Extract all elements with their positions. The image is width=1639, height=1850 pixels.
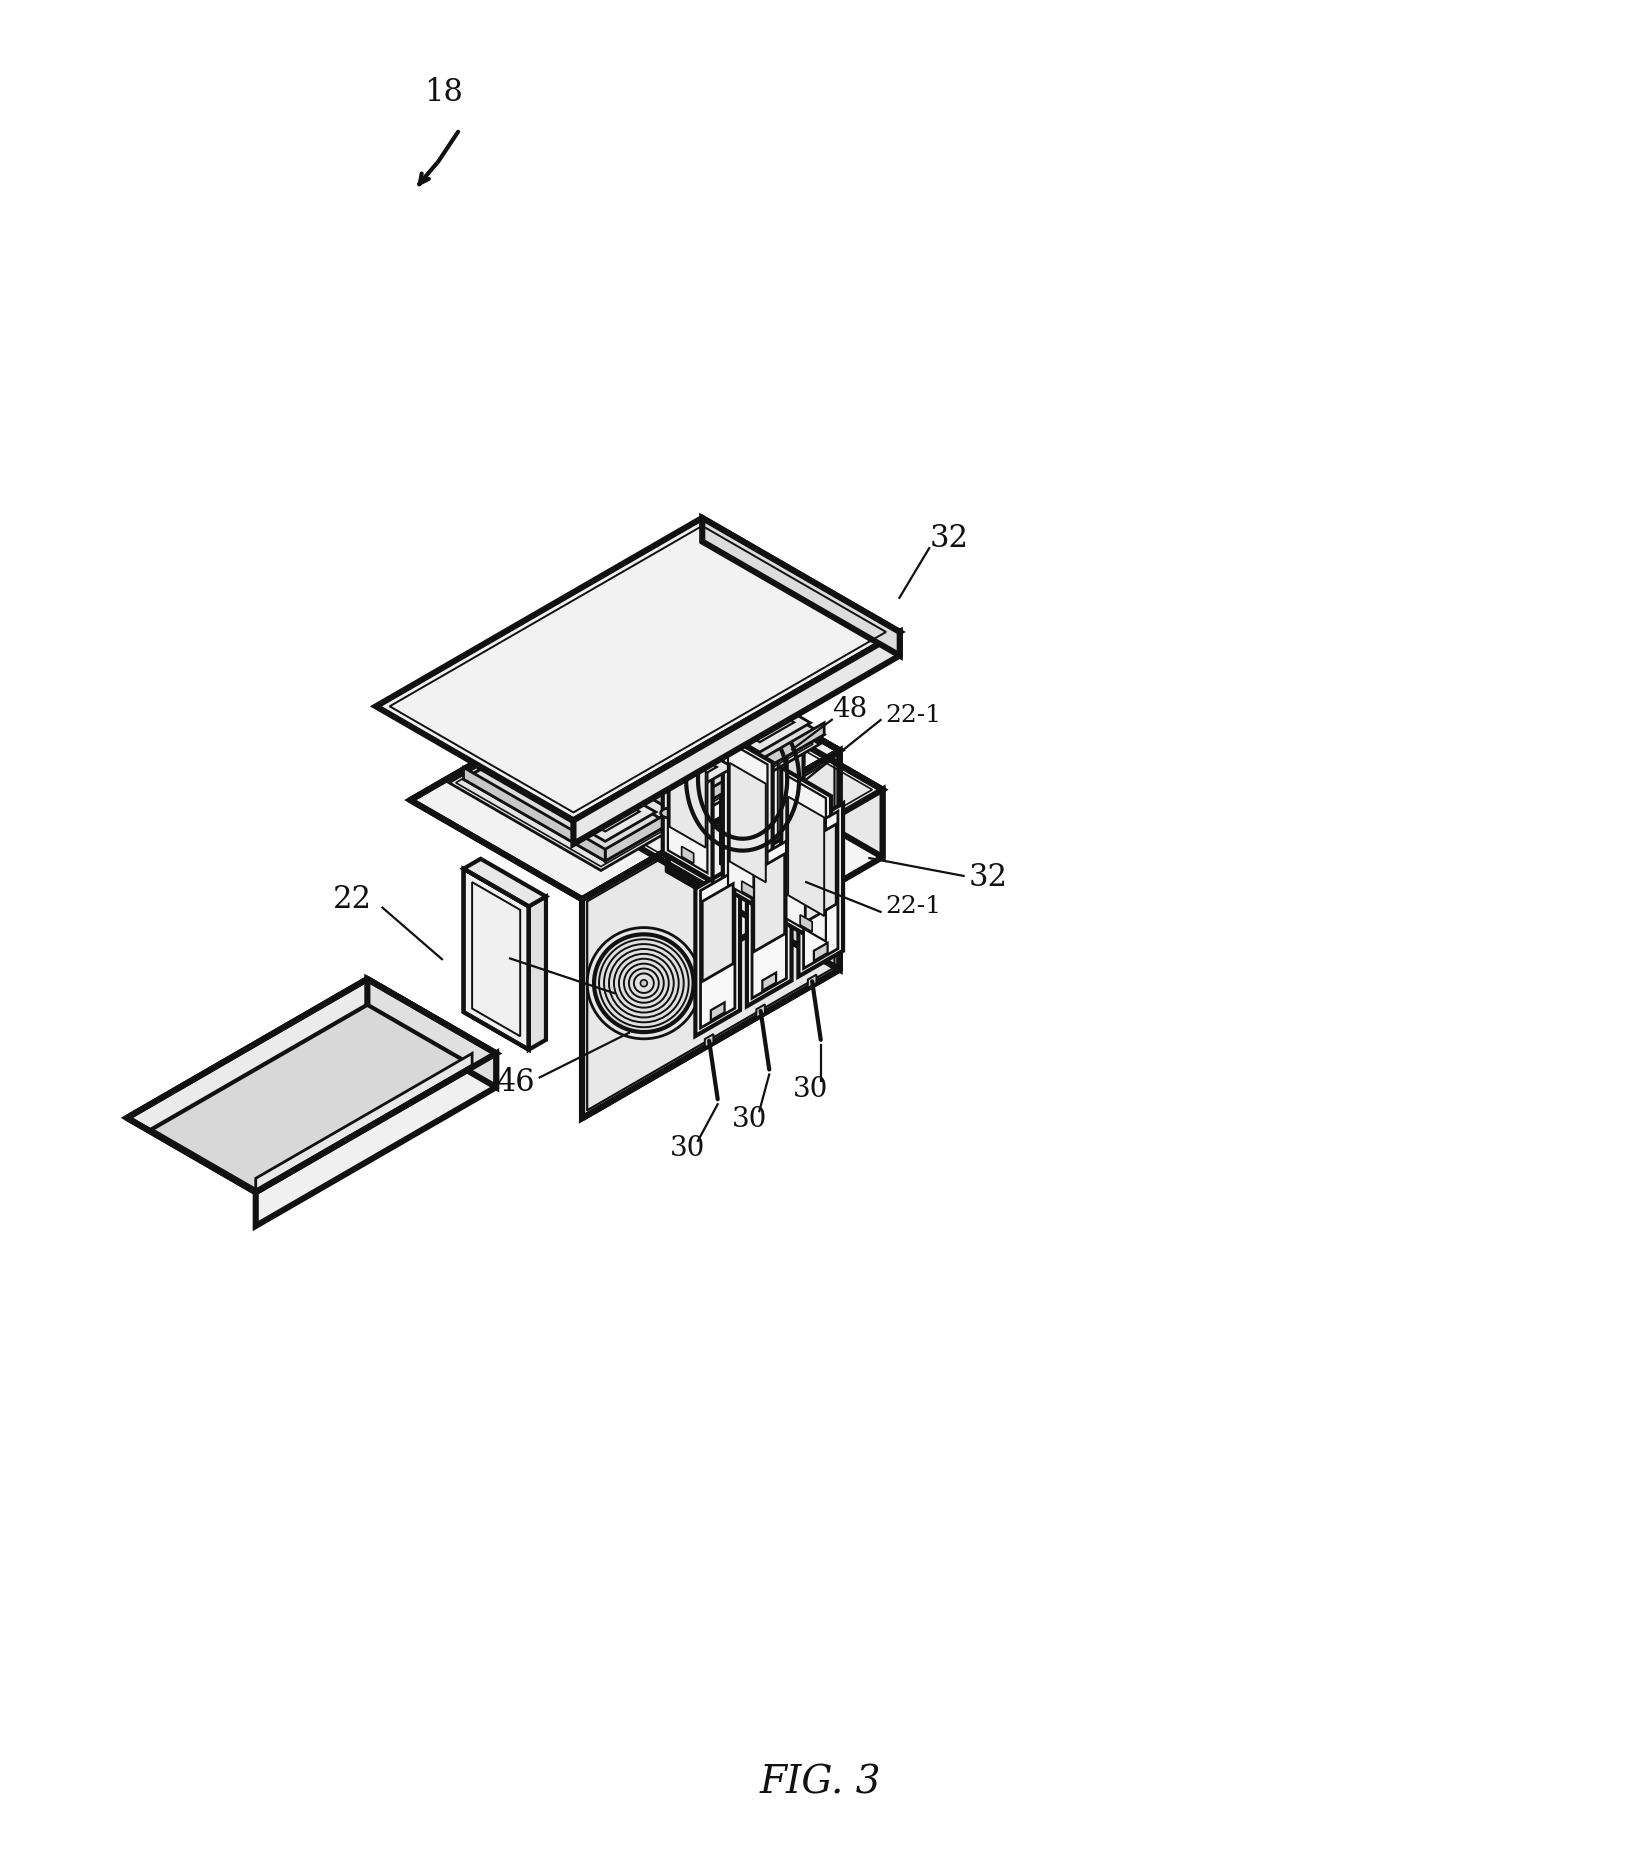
Polygon shape (742, 881, 754, 897)
Polygon shape (541, 697, 747, 816)
Polygon shape (618, 653, 824, 771)
Text: 32: 32 (969, 862, 1008, 894)
Polygon shape (762, 973, 777, 990)
Polygon shape (464, 742, 670, 860)
Polygon shape (721, 720, 787, 901)
Polygon shape (754, 855, 785, 951)
Polygon shape (711, 790, 882, 956)
Polygon shape (787, 747, 803, 901)
Polygon shape (670, 729, 706, 847)
Polygon shape (705, 1034, 713, 1047)
Polygon shape (618, 679, 760, 771)
Polygon shape (701, 884, 733, 982)
Polygon shape (367, 979, 497, 1088)
Text: 24: 24 (465, 938, 505, 969)
Text: 22: 22 (333, 884, 372, 916)
Circle shape (562, 784, 567, 792)
Text: 46: 46 (497, 1067, 534, 1097)
Polygon shape (808, 975, 816, 988)
Polygon shape (815, 944, 828, 960)
Polygon shape (770, 725, 882, 857)
Polygon shape (605, 812, 670, 860)
Polygon shape (662, 699, 713, 881)
Polygon shape (256, 1053, 497, 1227)
Polygon shape (572, 703, 716, 786)
Polygon shape (803, 812, 838, 969)
Polygon shape (682, 845, 693, 864)
Polygon shape (700, 871, 734, 1029)
Polygon shape (669, 707, 708, 873)
Polygon shape (701, 518, 900, 655)
Polygon shape (464, 870, 529, 1049)
Text: 22-1: 22-1 (885, 703, 941, 727)
Text: 32: 32 (929, 524, 969, 553)
Polygon shape (728, 742, 767, 908)
Polygon shape (723, 734, 772, 916)
Polygon shape (574, 633, 900, 844)
Polygon shape (798, 803, 842, 977)
Text: 30: 30 (793, 1077, 829, 1103)
Polygon shape (631, 649, 810, 753)
Polygon shape (554, 694, 733, 797)
Polygon shape (782, 768, 831, 949)
Text: 18: 18 (425, 76, 462, 107)
Text: 22-1: 22-1 (885, 895, 941, 918)
Polygon shape (756, 1005, 765, 1018)
Polygon shape (787, 775, 826, 942)
Polygon shape (695, 862, 741, 1036)
Polygon shape (477, 738, 656, 842)
Polygon shape (126, 979, 497, 1191)
Polygon shape (682, 768, 747, 816)
Polygon shape (805, 823, 836, 921)
Polygon shape (495, 747, 639, 831)
Polygon shape (800, 914, 813, 932)
Polygon shape (529, 897, 546, 1049)
Polygon shape (729, 762, 765, 882)
Polygon shape (752, 842, 787, 999)
Text: 48: 48 (833, 696, 867, 723)
Polygon shape (256, 1053, 472, 1190)
Polygon shape (151, 1005, 472, 1190)
Polygon shape (464, 768, 605, 860)
Polygon shape (649, 659, 795, 742)
Polygon shape (721, 710, 803, 758)
Text: 30: 30 (670, 1136, 706, 1162)
Polygon shape (711, 1003, 724, 1021)
Circle shape (639, 740, 646, 747)
Polygon shape (375, 518, 900, 820)
Ellipse shape (661, 808, 679, 818)
Polygon shape (669, 651, 839, 969)
Polygon shape (449, 657, 820, 871)
Polygon shape (760, 723, 824, 771)
Polygon shape (410, 651, 839, 899)
Text: FIG. 3: FIG. 3 (759, 1765, 880, 1802)
Ellipse shape (641, 980, 647, 986)
Text: 30: 30 (731, 1106, 767, 1132)
Polygon shape (541, 723, 682, 816)
Polygon shape (582, 751, 839, 1119)
Polygon shape (788, 797, 824, 916)
Polygon shape (464, 858, 546, 906)
Ellipse shape (593, 934, 693, 1032)
Polygon shape (747, 832, 792, 1006)
Polygon shape (600, 725, 882, 888)
Circle shape (716, 696, 723, 701)
